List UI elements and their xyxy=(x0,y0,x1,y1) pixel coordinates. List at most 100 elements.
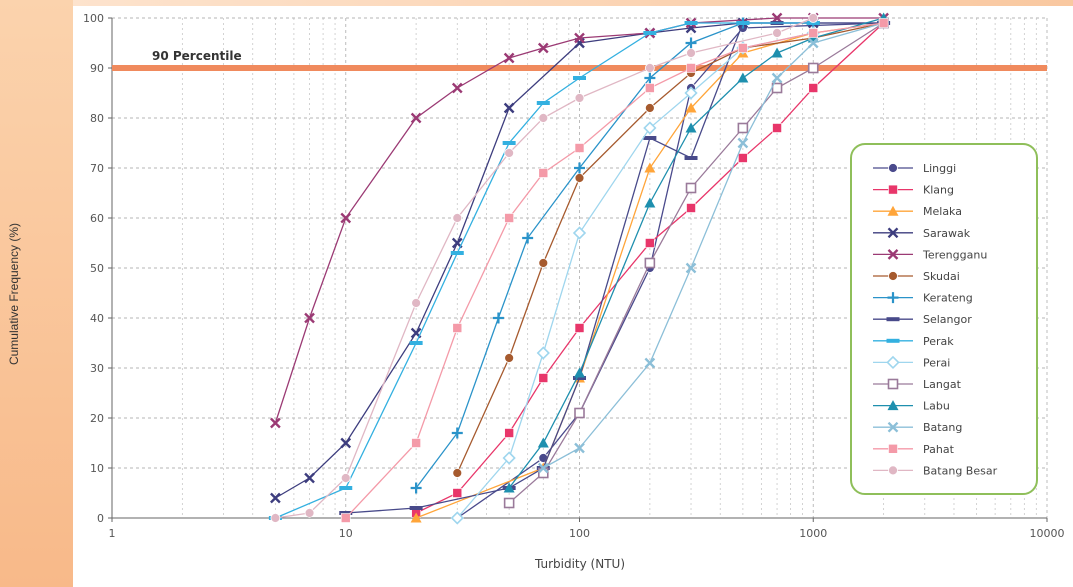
data-point xyxy=(771,47,783,58)
data-point xyxy=(339,486,353,490)
percentile-reference: 90 Percentile xyxy=(112,49,1047,71)
legend-label: Perak xyxy=(923,335,954,348)
legend-item: Batang xyxy=(873,421,962,434)
data-point xyxy=(503,102,515,114)
data-point xyxy=(451,427,463,439)
data-point xyxy=(339,511,353,515)
legend-item: Sarawak xyxy=(873,227,971,240)
data-point xyxy=(888,443,898,454)
legend-item: Kerateng xyxy=(873,292,973,305)
data-point xyxy=(772,28,782,38)
left-margin-band xyxy=(0,0,73,587)
legend-label: Labu xyxy=(923,400,950,413)
data-point xyxy=(572,226,587,240)
data-point xyxy=(538,168,549,178)
data-point xyxy=(806,21,820,25)
data-point xyxy=(573,376,586,380)
data-point xyxy=(685,262,697,274)
x-tick-label: 10000 xyxy=(1030,527,1065,540)
data-point xyxy=(807,37,819,49)
data-point xyxy=(887,378,899,390)
data-point xyxy=(771,82,783,94)
data-point xyxy=(536,101,550,105)
data-point xyxy=(685,37,697,49)
y-tick-label: 10 xyxy=(90,462,104,475)
data-point xyxy=(451,82,463,94)
data-point xyxy=(574,93,585,103)
legend-item: Batang Besar xyxy=(873,464,998,477)
data-point xyxy=(686,48,696,58)
data-point xyxy=(537,462,549,474)
data-point xyxy=(450,251,464,255)
y-tick-label: 70 xyxy=(90,162,104,175)
data-point xyxy=(537,42,549,54)
data-point xyxy=(736,21,750,25)
data-point xyxy=(771,72,783,84)
y-tick-label: 60 xyxy=(90,212,104,225)
data-point xyxy=(644,162,656,173)
data-point xyxy=(644,72,656,84)
data-point xyxy=(452,488,463,498)
data-point xyxy=(573,76,586,80)
data-point xyxy=(684,156,698,160)
data-point xyxy=(411,298,422,308)
series-batang-besar xyxy=(270,13,819,523)
y-tick-label: 40 xyxy=(90,312,104,325)
data-point xyxy=(808,28,819,38)
legend-label: Terengganu xyxy=(922,248,987,261)
y-tick-label: 50 xyxy=(90,262,104,275)
data-point xyxy=(886,317,900,322)
data-point xyxy=(452,323,463,333)
legend-label: Selangor xyxy=(923,313,972,326)
legend-item: Melaka xyxy=(873,205,962,218)
data-point xyxy=(538,258,549,268)
series-labu xyxy=(503,12,890,493)
data-point xyxy=(452,213,463,223)
data-point xyxy=(410,482,422,494)
data-point xyxy=(643,31,657,35)
data-point xyxy=(270,417,281,429)
data-point xyxy=(684,86,698,100)
legend-item: Selangor xyxy=(873,313,972,326)
data-point xyxy=(684,21,698,25)
data-point xyxy=(686,63,696,73)
x-tick-label: 1000 xyxy=(799,527,827,540)
data-point xyxy=(410,112,422,124)
legend-item: Klang xyxy=(873,184,954,197)
legend-item: Pahat xyxy=(873,443,955,456)
data-point xyxy=(536,346,550,360)
data-point xyxy=(340,212,352,224)
series-perai xyxy=(450,26,820,525)
data-point xyxy=(888,184,898,195)
series-batang xyxy=(537,17,889,474)
legend-item: Perai xyxy=(873,355,950,369)
data-point xyxy=(502,141,516,145)
legend-label: Linggi xyxy=(923,162,956,175)
series-line xyxy=(542,22,884,469)
data-point xyxy=(645,238,655,248)
y-tick-label: 80 xyxy=(90,112,104,125)
series-linggi xyxy=(452,18,889,523)
data-point xyxy=(409,506,423,510)
data-point xyxy=(270,492,281,504)
data-point xyxy=(685,182,697,194)
data-point xyxy=(340,513,351,523)
data-point xyxy=(503,497,515,509)
series-group xyxy=(268,12,891,525)
legend-label: Langat xyxy=(923,378,962,391)
y-tick-label: 0 xyxy=(97,512,104,525)
legend-label: Sarawak xyxy=(923,227,971,240)
data-point xyxy=(574,162,585,174)
legend-item: Langat xyxy=(873,378,962,391)
data-point xyxy=(887,292,899,304)
data-point xyxy=(888,163,898,173)
data-point xyxy=(574,367,585,378)
series-line xyxy=(415,22,814,489)
series-line xyxy=(275,17,814,519)
data-point xyxy=(504,213,514,223)
data-point xyxy=(887,205,899,216)
data-point xyxy=(737,72,749,83)
percentile-label: 90 Percentile xyxy=(152,49,242,63)
data-point xyxy=(522,232,534,244)
legend-label: Klang xyxy=(923,184,954,197)
